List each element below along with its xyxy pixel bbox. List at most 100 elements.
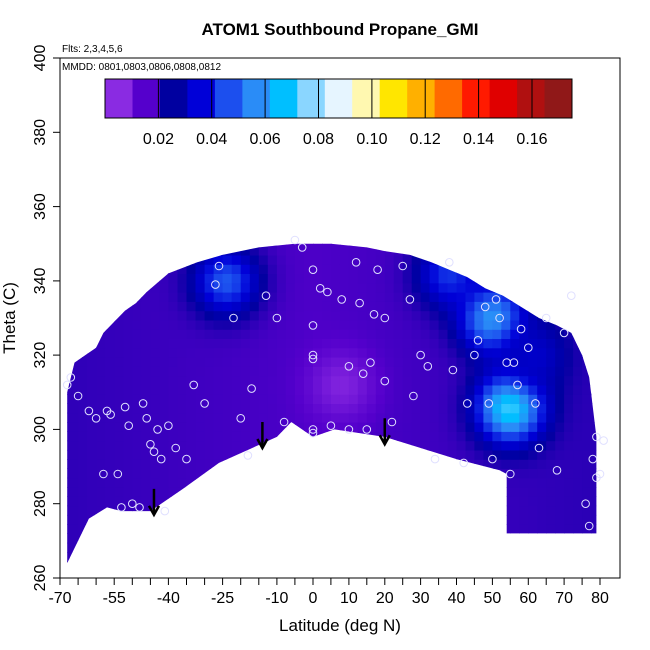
field-cell — [591, 524, 597, 534]
colorbar-swatch — [187, 79, 216, 118]
field-cell — [411, 273, 422, 284]
observation-point — [509, 358, 519, 367]
field-cell — [168, 357, 178, 367]
field-cell — [69, 366, 79, 377]
observation-point — [380, 313, 390, 323]
field-cell — [304, 301, 314, 312]
field-cell — [285, 282, 296, 293]
field-cell — [465, 412, 476, 423]
y-axis: 260 280 300 320 340 360 380 400 — [32, 45, 60, 591]
field-cell — [177, 459, 188, 469]
field-cell — [393, 375, 404, 386]
field-cell — [537, 412, 547, 423]
field-cell — [348, 384, 359, 395]
field-cell — [501, 366, 511, 377]
field-cell — [348, 282, 359, 293]
field-cell — [276, 338, 287, 349]
field-cell — [564, 422, 574, 432]
field-cell — [519, 338, 529, 349]
field-cell — [222, 431, 233, 442]
field-cell — [159, 496, 169, 507]
observation-point — [534, 443, 544, 453]
colorbar-tick-label: 0.04 — [196, 131, 227, 148]
field-cell — [322, 319, 332, 330]
field-cell — [339, 282, 350, 293]
field-cell — [411, 366, 422, 377]
field-cell — [474, 403, 484, 414]
observation-point — [308, 321, 318, 330]
field-cell — [276, 301, 287, 312]
x-tick-label: -25 — [211, 590, 234, 607]
field-cell — [447, 319, 458, 330]
field-cell — [186, 440, 197, 451]
observation-point — [149, 447, 159, 457]
field-cell — [447, 366, 458, 377]
field-cell — [546, 431, 556, 442]
field-cell — [186, 310, 197, 321]
field-cell — [456, 366, 467, 377]
observation-point — [366, 358, 375, 367]
field-cell — [492, 347, 502, 358]
field-cell — [510, 384, 520, 395]
field-cell — [330, 347, 341, 358]
field-cell — [258, 357, 269, 367]
field-cell — [150, 375, 160, 386]
field-cell — [492, 403, 502, 414]
field-cell — [249, 440, 260, 451]
field-cell — [159, 273, 169, 284]
field-cell — [348, 338, 359, 349]
field-cell — [510, 338, 520, 349]
field-cell — [555, 412, 565, 423]
field-cell — [294, 347, 305, 358]
field-cell — [483, 310, 493, 321]
field-cell — [465, 440, 476, 451]
field-cell — [141, 375, 151, 386]
field-cell — [501, 310, 511, 321]
field-cell — [330, 366, 341, 377]
field-cell — [322, 273, 332, 284]
field-cell — [195, 440, 206, 451]
field-cell — [366, 301, 377, 312]
observation-point — [308, 350, 318, 360]
field-cell — [483, 384, 493, 395]
field-cell — [348, 412, 359, 423]
field-cell — [240, 329, 251, 339]
field-cell — [483, 459, 493, 469]
field-cell — [465, 347, 476, 358]
field-cell — [555, 422, 565, 432]
field-cell — [483, 357, 493, 367]
field-cell — [411, 319, 422, 330]
field-cell — [582, 366, 592, 377]
field-cell — [402, 412, 413, 423]
field-cell — [123, 319, 133, 330]
field-cell — [213, 254, 224, 265]
observation-point — [344, 362, 354, 371]
field-cell — [294, 375, 305, 386]
field-cell — [105, 357, 115, 367]
field-cell — [213, 384, 224, 395]
observation-point — [592, 432, 601, 442]
field-cell — [267, 357, 278, 367]
field-cell — [67, 542, 70, 553]
observation-point — [99, 469, 108, 479]
field-cell — [537, 403, 547, 414]
field-cell — [240, 403, 251, 414]
observation-point — [214, 261, 224, 271]
field-cell — [159, 394, 169, 404]
field-cell — [304, 292, 314, 302]
field-cell — [366, 273, 377, 284]
field-cell — [519, 384, 529, 395]
field-cell — [366, 254, 377, 265]
field-cell — [510, 496, 520, 507]
field-cell — [186, 422, 197, 432]
field-cell — [339, 347, 350, 358]
field-cell — [276, 310, 287, 321]
field-cell — [186, 384, 197, 395]
field-cell — [114, 496, 124, 507]
field-cell — [492, 292, 502, 302]
y-tick-label: 300 — [32, 416, 49, 443]
field-cell — [375, 273, 386, 284]
field-cell — [429, 273, 440, 284]
field-cell — [150, 440, 160, 451]
field-cell — [393, 319, 404, 330]
